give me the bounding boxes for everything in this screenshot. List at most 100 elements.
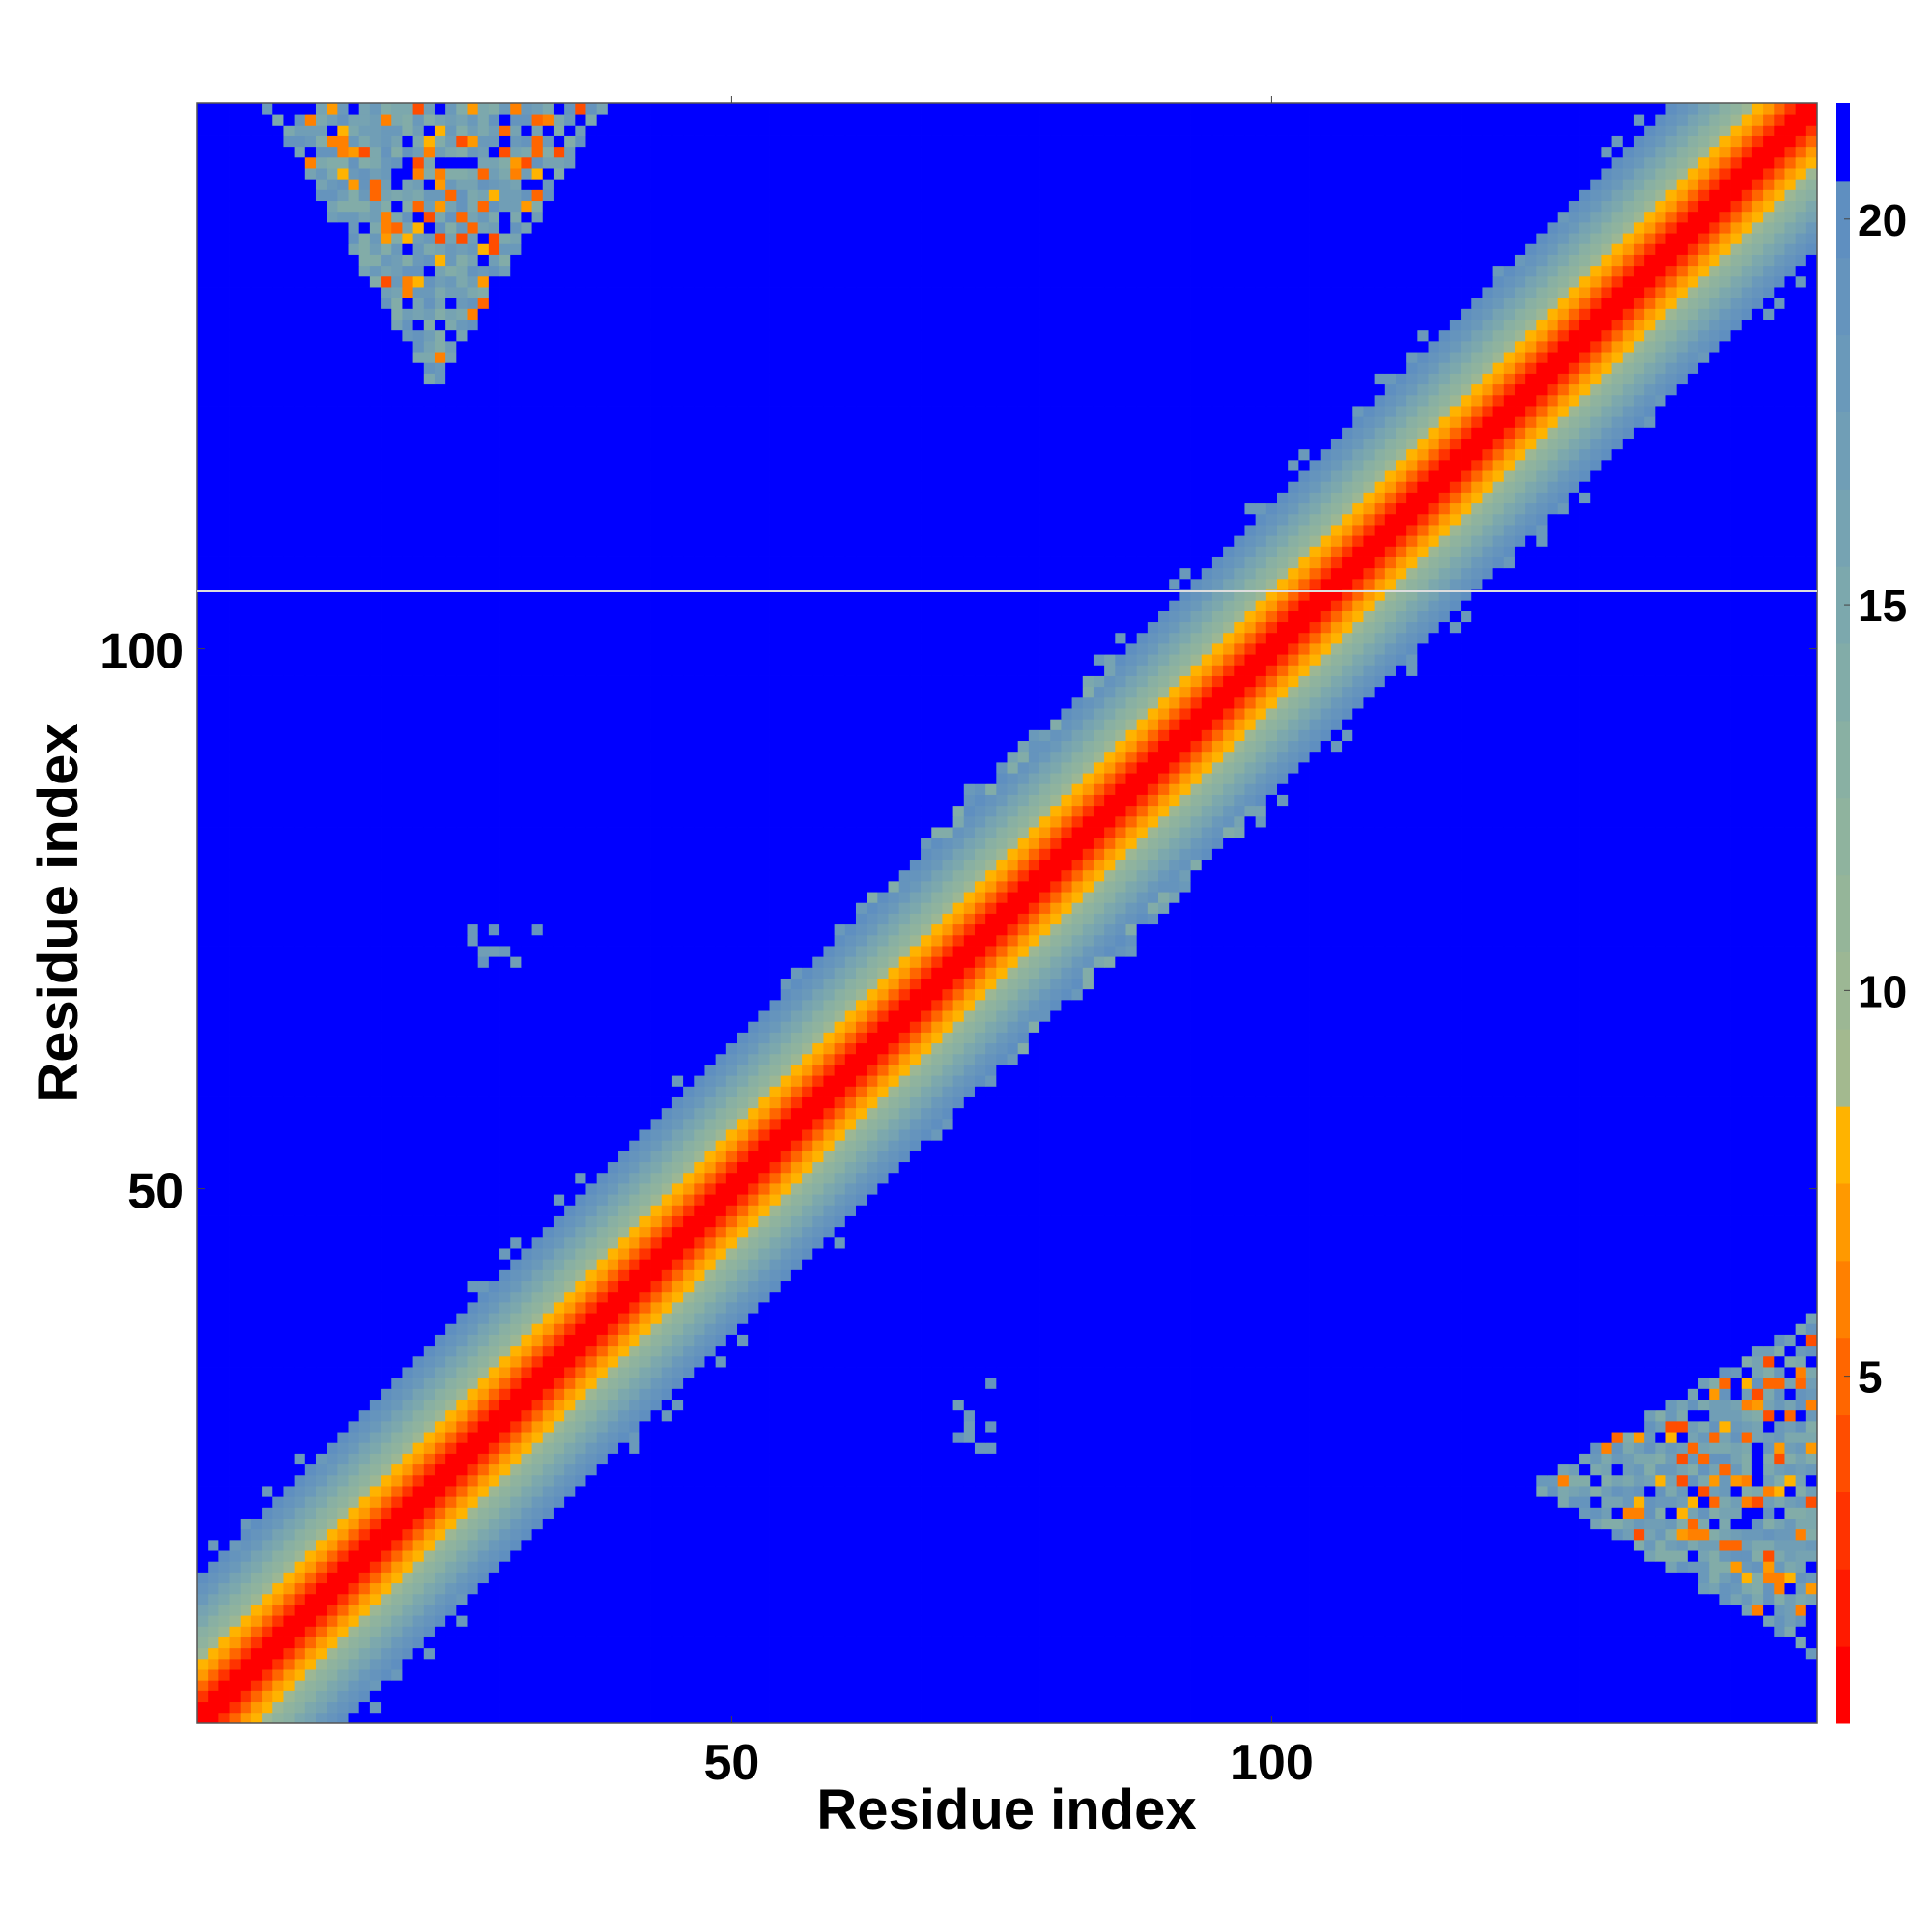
heatmap-cell: [1763, 1432, 1775, 1443]
heatmap-cell: [1450, 1454, 1462, 1465]
heatmap-cell: [856, 1626, 867, 1637]
heatmap-cell: [1223, 1572, 1235, 1583]
heatmap-cell: [1515, 1680, 1526, 1691]
heatmap-cell: [716, 1702, 727, 1714]
heatmap-cell: [996, 1690, 1008, 1702]
heatmap-cell: [964, 1519, 976, 1530]
heatmap-cell: [295, 1561, 306, 1573]
heatmap-cell: [1104, 1550, 1116, 1562]
heatmap-cell: [532, 1669, 544, 1681]
heatmap-cell: [1191, 1615, 1203, 1627]
heatmap-cell: [1644, 1507, 1656, 1519]
heatmap-cell: [1623, 1659, 1634, 1670]
heatmap-cell: [359, 1432, 371, 1443]
heatmap-cell: [791, 1496, 803, 1508]
heatmap-cell: [1321, 1486, 1332, 1497]
heatmap-cell: [1385, 1561, 1397, 1573]
heatmap-cell: [1029, 1442, 1040, 1454]
heatmap-cell: [1677, 1496, 1689, 1508]
heatmap-cell: [877, 1659, 889, 1670]
heatmap-cell: [1590, 1702, 1602, 1714]
heatmap-cell: [1655, 1594, 1666, 1605]
heatmap-cell: [1406, 1442, 1418, 1454]
heatmap-cell: [1202, 1605, 1213, 1616]
heatmap-cell: [1029, 1626, 1040, 1637]
heatmap-cell: [835, 1496, 846, 1508]
heatmap-cell: [964, 1561, 976, 1573]
heatmap-cell: [921, 1454, 932, 1465]
heatmap-cell: [1202, 1454, 1213, 1465]
heatmap-cell: [1558, 1648, 1570, 1660]
heatmap-cell: [1623, 1507, 1634, 1519]
heatmap-cell: [230, 1400, 242, 1411]
heatmap-cell: [835, 1454, 846, 1465]
heatmap-cell: [1137, 1507, 1149, 1519]
heatmap-cell: [1406, 1529, 1418, 1541]
heatmap-cell: [629, 1680, 640, 1691]
heatmap-cell: [468, 1680, 479, 1691]
heatmap-cell: [435, 1486, 446, 1497]
heatmap-cell: [1169, 1486, 1180, 1497]
heatmap-cell: [218, 1680, 230, 1691]
heatmap-cell: [1429, 1713, 1440, 1724]
heatmap-cell: [575, 1713, 586, 1724]
heatmap-cell: [510, 1464, 522, 1476]
heatmap-cell: [1266, 1605, 1278, 1616]
heatmap-cell: [1461, 1410, 1472, 1422]
heatmap-cell: [1482, 1529, 1493, 1541]
heatmap-cell: [1806, 1519, 1818, 1530]
heatmap-cell: [889, 1529, 900, 1541]
heatmap-cell: [672, 1659, 684, 1670]
heatmap-cell: [564, 1432, 576, 1443]
heatmap-cell: [499, 1615, 511, 1627]
heatmap-cell: [1471, 1410, 1483, 1422]
heatmap-cell: [1321, 1583, 1332, 1595]
heatmap-cell: [1083, 1475, 1094, 1487]
heatmap-cell: [521, 1626, 532, 1637]
heatmap-cell: [1008, 1669, 1019, 1681]
heatmap-cell: [402, 1626, 413, 1637]
heatmap-cell: [791, 1507, 803, 1519]
heatmap-cell: [1191, 1432, 1203, 1443]
heatmap-cell: [1331, 1454, 1343, 1465]
heatmap-cell: [359, 1464, 371, 1476]
heatmap-cell: [1796, 1454, 1807, 1465]
heatmap-cell: [1169, 1637, 1180, 1649]
heatmap-cell: [1579, 1713, 1591, 1724]
heatmap-cell: [877, 1561, 889, 1573]
heatmap-cell: [413, 1486, 425, 1497]
heatmap-cell: [510, 1594, 522, 1605]
heatmap-cell: [424, 1637, 436, 1649]
heatmap-cell: [1385, 1421, 1397, 1433]
heatmap-cell: [877, 1648, 889, 1660]
heatmap-cell: [781, 1496, 792, 1508]
heatmap-cell: [489, 1432, 500, 1443]
heatmap-cell: [608, 1605, 619, 1616]
heatmap-cell: [985, 1388, 997, 1400]
heatmap-cell: [672, 1529, 684, 1541]
heatmap-cell: [953, 1626, 965, 1637]
heatmap-cell: [1342, 1583, 1353, 1595]
heatmap-cell: [218, 1583, 230, 1595]
heatmap-cell: [316, 1605, 327, 1616]
heatmap-cell: [1429, 1454, 1440, 1465]
heatmap-cell: [1223, 1648, 1235, 1660]
heatmap-cell: [413, 1475, 425, 1487]
heatmap-cell: [812, 1496, 824, 1508]
heatmap-cell: [1774, 1713, 1785, 1724]
heatmap-cell: [532, 1626, 544, 1637]
heatmap-cell: [1655, 1680, 1666, 1691]
heatmap-cell: [1256, 1454, 1267, 1465]
heatmap-cell: [370, 1680, 382, 1691]
heatmap-cell: [532, 1464, 544, 1476]
heatmap-cell: [1288, 1583, 1299, 1595]
heatmap-cell: [1342, 1475, 1353, 1487]
heatmap-cell: [1310, 1496, 1321, 1508]
heatmap-cell: [737, 1421, 749, 1433]
heatmap-cell: [716, 1669, 727, 1681]
heatmap-cell: [1375, 1583, 1386, 1595]
heatmap-cell: [1104, 1529, 1116, 1541]
heatmap-cell: [1406, 1432, 1418, 1443]
heatmap-cell: [1072, 1464, 1084, 1476]
heatmap-cell: [1752, 1713, 1764, 1724]
